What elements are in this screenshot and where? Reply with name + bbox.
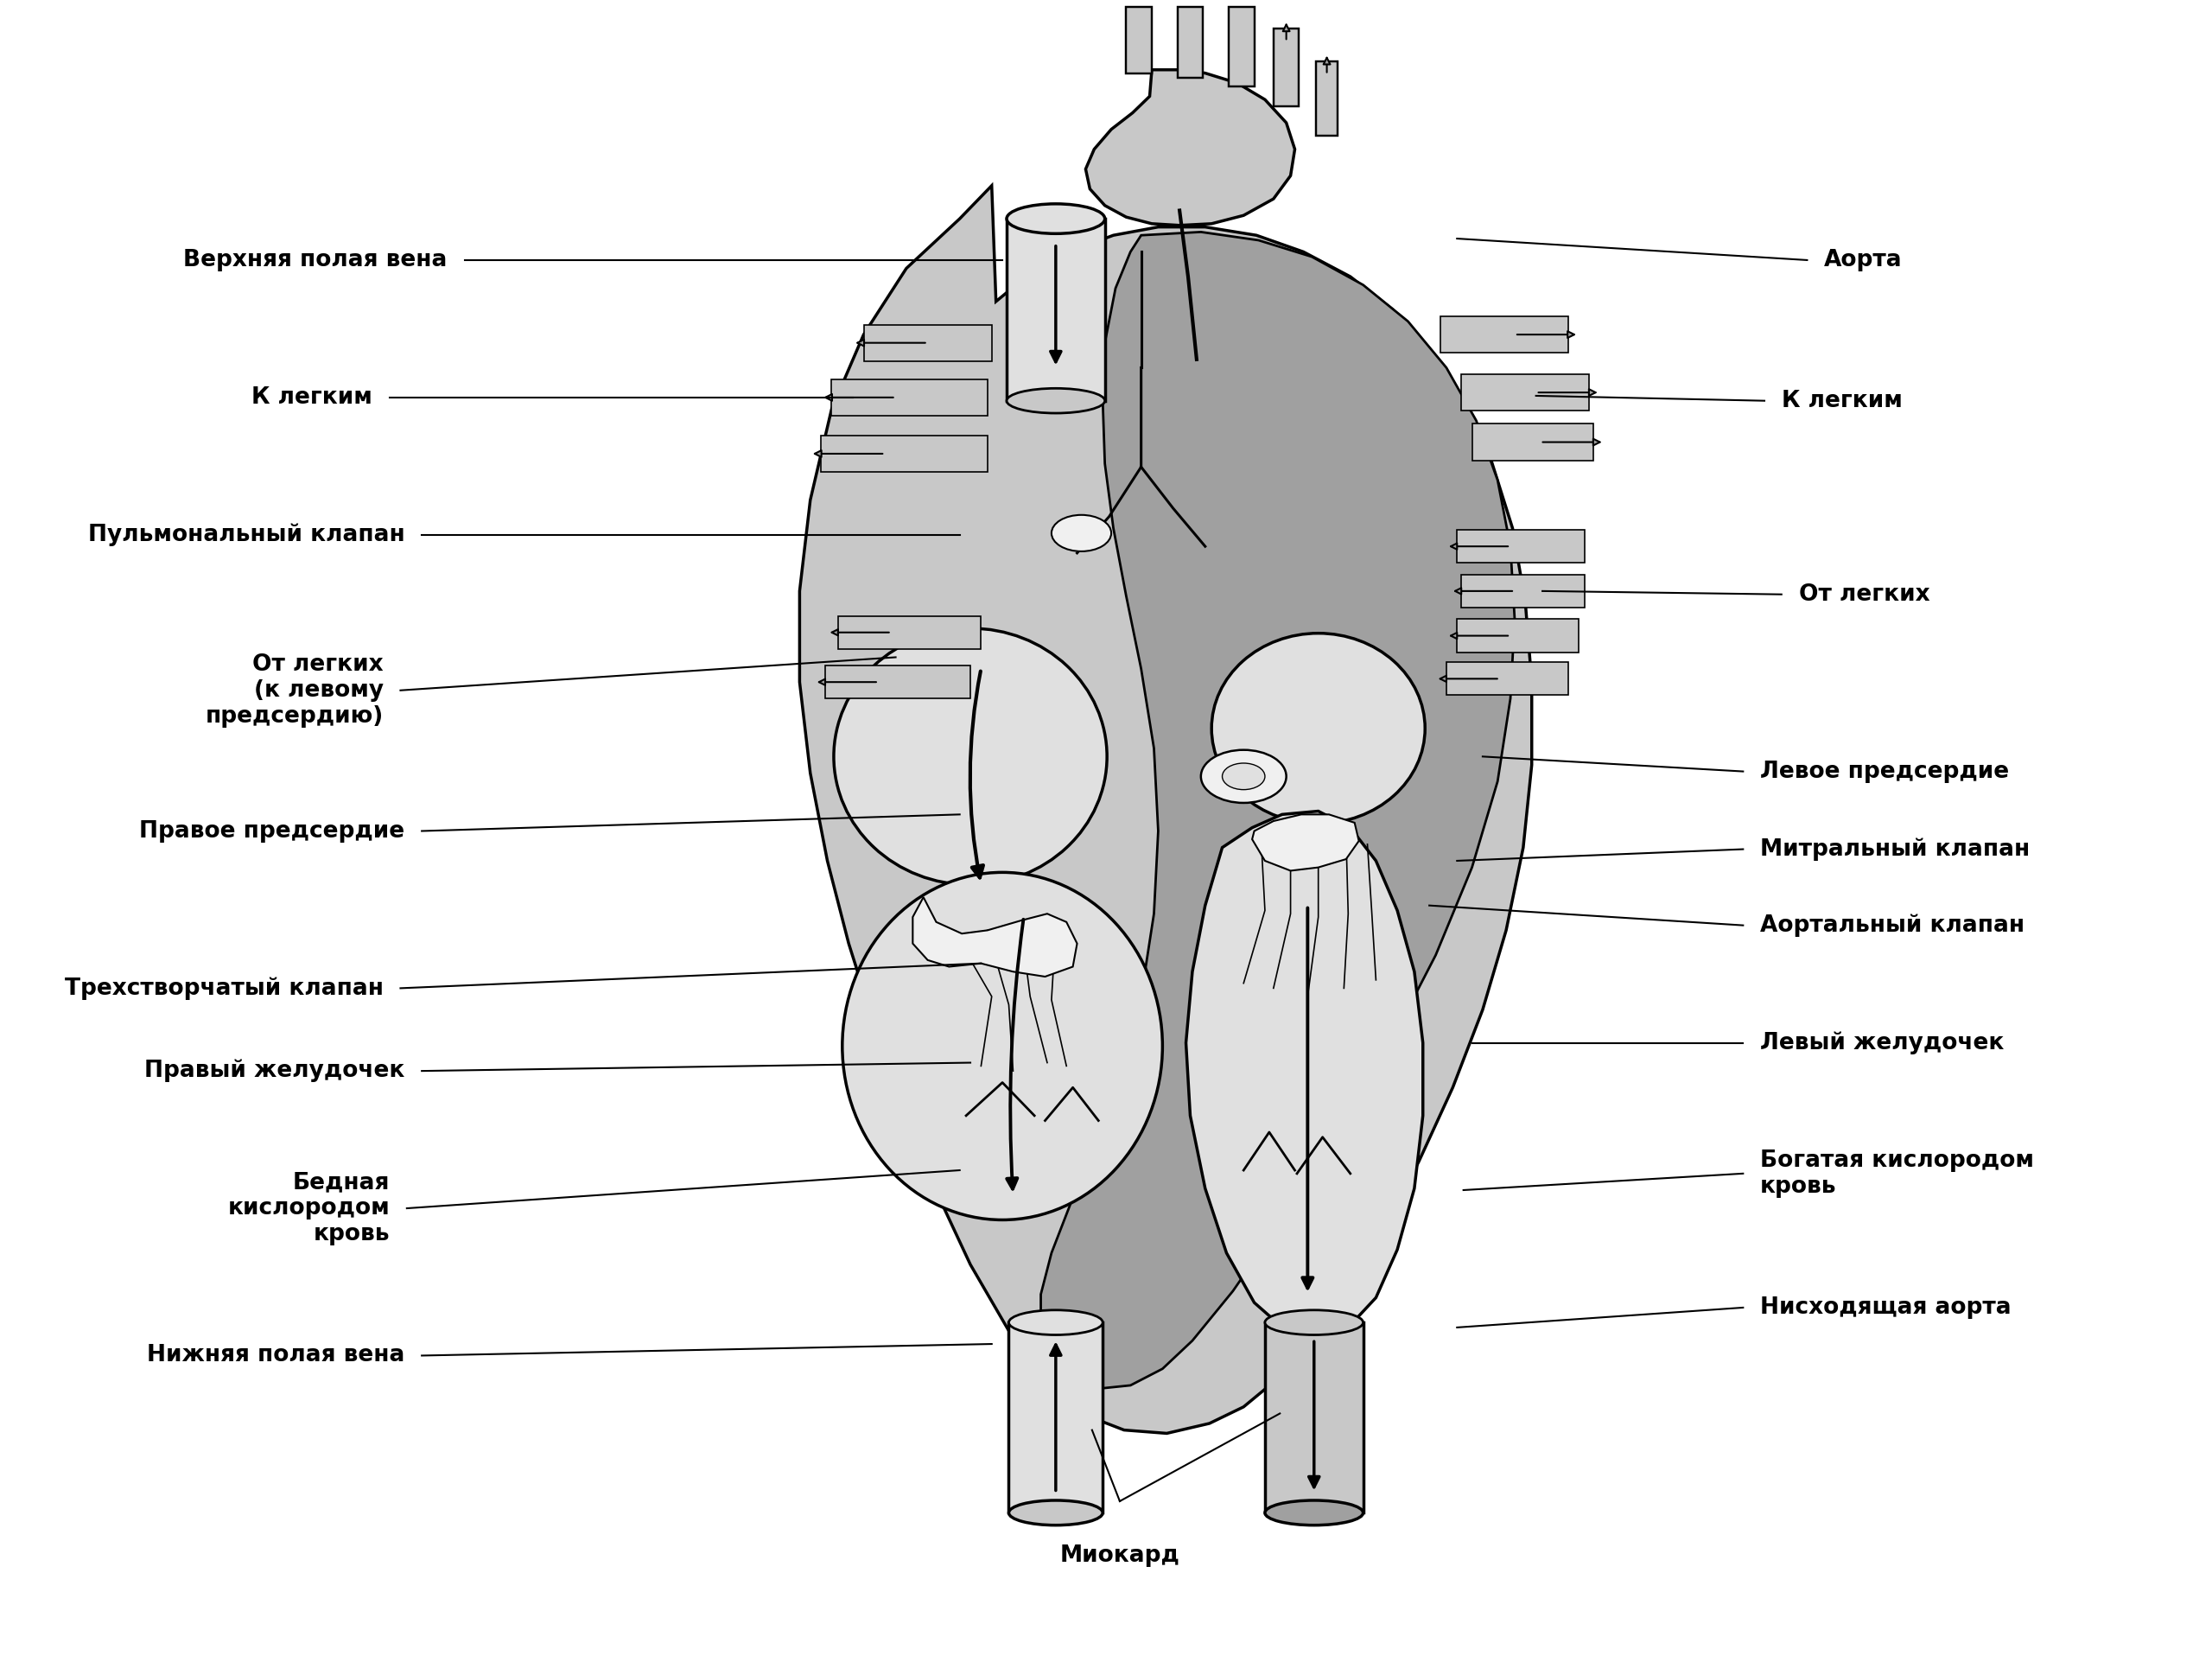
- Polygon shape: [1274, 28, 1298, 106]
- Polygon shape: [1447, 661, 1568, 695]
- Polygon shape: [1462, 374, 1590, 411]
- Ellipse shape: [1223, 763, 1265, 789]
- Ellipse shape: [1006, 204, 1104, 234]
- Polygon shape: [1458, 620, 1579, 652]
- Text: Митральный клапан: Митральный клапан: [1761, 838, 2031, 861]
- Text: Аорта: Аорта: [1825, 249, 1902, 271]
- Polygon shape: [799, 186, 1531, 1433]
- Text: Правый желудочек: Правый желудочек: [144, 1059, 405, 1082]
- Text: К легким: К легким: [252, 386, 372, 409]
- Polygon shape: [832, 379, 987, 416]
- Polygon shape: [1086, 70, 1294, 226]
- Text: Левый желудочек: Левый желудочек: [1761, 1032, 2004, 1054]
- Polygon shape: [1252, 814, 1358, 871]
- Ellipse shape: [1265, 1501, 1363, 1526]
- Text: Миокард: Миокард: [1060, 1544, 1179, 1567]
- Text: Правое предсердие: Правое предсердие: [139, 819, 405, 843]
- Polygon shape: [914, 897, 1077, 977]
- Polygon shape: [825, 665, 971, 698]
- Polygon shape: [1186, 811, 1422, 1340]
- Ellipse shape: [834, 628, 1106, 884]
- Ellipse shape: [843, 873, 1164, 1220]
- Text: К легким: К легким: [1781, 389, 1902, 412]
- Text: Трехстворчатый клапан: Трехстворчатый клапан: [64, 977, 383, 999]
- Text: От легких
(к левому
предсердию): От легких (к левому предсердию): [206, 653, 383, 728]
- Text: От легких: От легких: [1798, 583, 1929, 605]
- Ellipse shape: [1212, 633, 1425, 824]
- Polygon shape: [1316, 61, 1338, 136]
- Ellipse shape: [1201, 750, 1287, 803]
- Text: Аортальный клапан: Аортальный клапан: [1761, 914, 2024, 937]
- Polygon shape: [838, 617, 982, 648]
- Ellipse shape: [1006, 389, 1104, 414]
- Text: Верхняя полая вена: Верхняя полая вена: [184, 249, 447, 271]
- Text: Нисходящая аорта: Нисходящая аорта: [1761, 1296, 2011, 1320]
- Polygon shape: [1009, 1323, 1104, 1512]
- Polygon shape: [1265, 1323, 1363, 1512]
- Polygon shape: [1177, 7, 1203, 78]
- Polygon shape: [1462, 575, 1586, 608]
- Text: Богатая кислородом
кровь: Богатая кислородом кровь: [1761, 1150, 2035, 1198]
- Polygon shape: [821, 435, 987, 472]
- Ellipse shape: [1265, 1310, 1363, 1335]
- Text: Левое предсердие: Левое предсердие: [1761, 760, 2008, 783]
- Polygon shape: [1458, 530, 1586, 563]
- Polygon shape: [1440, 316, 1568, 352]
- Text: Нижняя полая вена: Нижняя полая вена: [146, 1345, 405, 1366]
- Text: Бедная
кислородом
кровь: Бедная кислородом кровь: [228, 1172, 389, 1245]
- Ellipse shape: [1051, 515, 1110, 552]
- Polygon shape: [863, 324, 991, 361]
- Polygon shape: [1126, 7, 1152, 73]
- Ellipse shape: [1009, 1310, 1104, 1335]
- Polygon shape: [1471, 424, 1593, 460]
- Polygon shape: [1006, 219, 1104, 401]
- Polygon shape: [1042, 233, 1515, 1389]
- Text: Пульмональный клапан: Пульмональный клапан: [88, 524, 405, 547]
- Ellipse shape: [1009, 1501, 1104, 1526]
- Polygon shape: [1228, 7, 1254, 86]
